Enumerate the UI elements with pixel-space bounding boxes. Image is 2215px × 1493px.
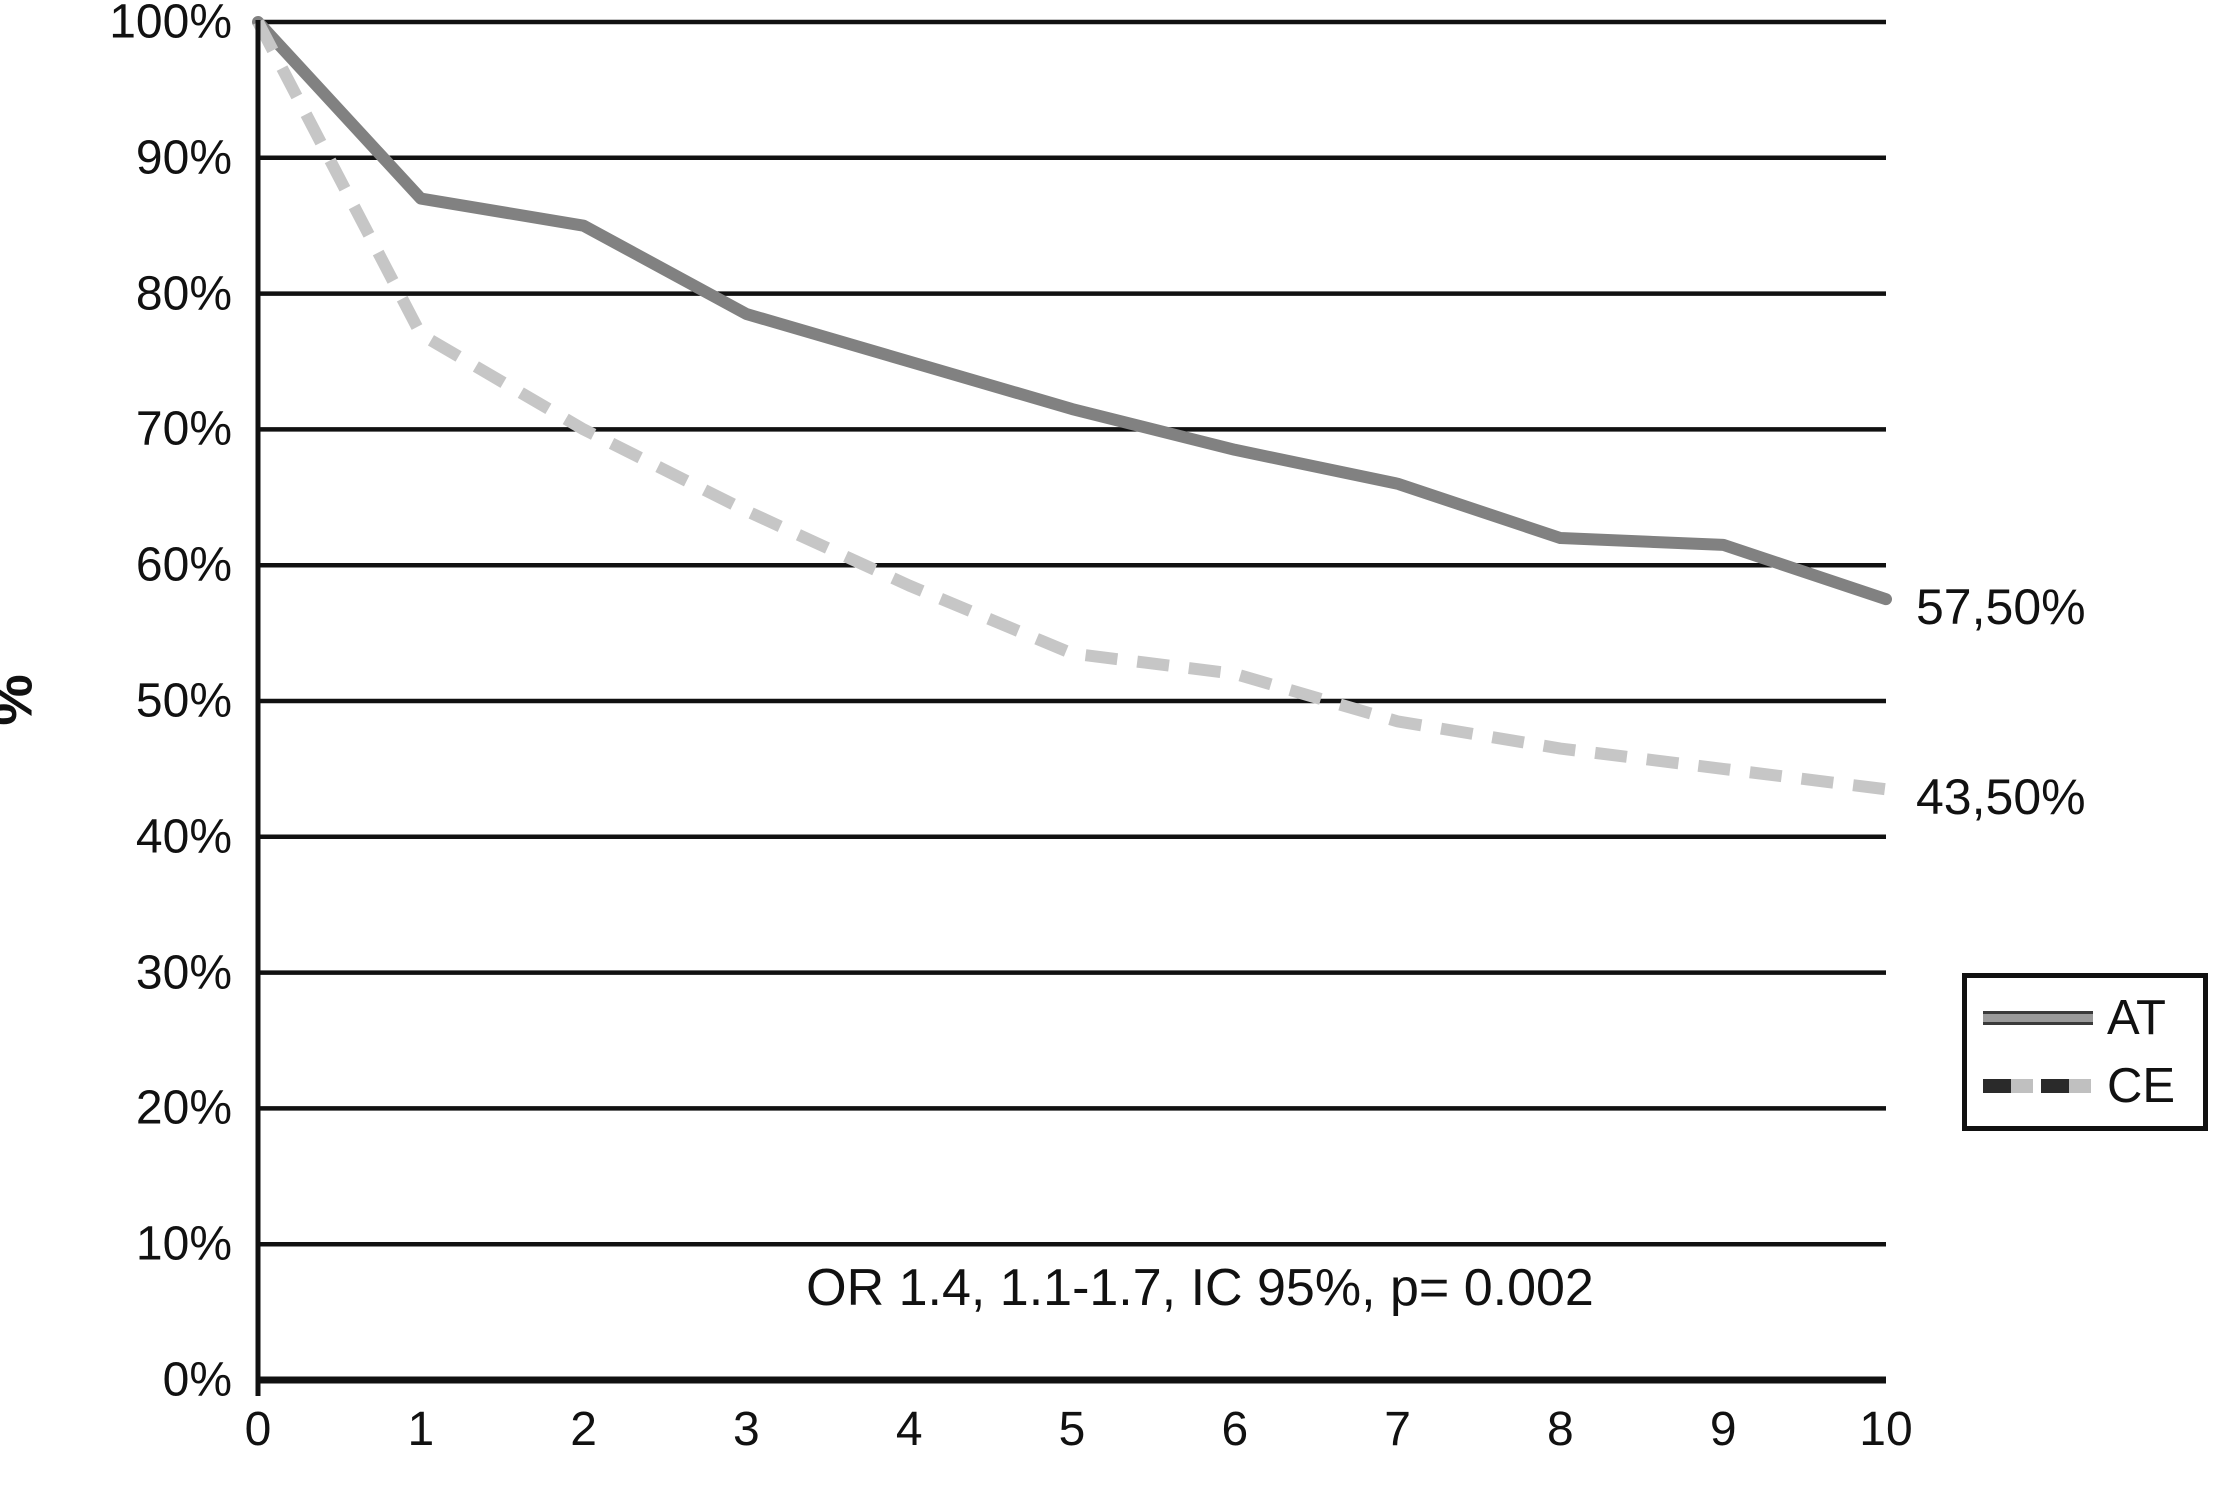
x-tick-label-3: 3 [733,1403,760,1456]
x-tick-label-9: 9 [1709,1403,1737,1456]
x-tick-label-7: 7 [1384,1403,1411,1456]
y-tick-label-70: 70% [135,402,232,456]
x-tick-label-2: 2 [570,1403,597,1456]
legend-label-at: AT [2107,991,2166,1045]
y-tick-label-0: 0% [162,1353,232,1407]
legend-box: AT CE [1962,973,2208,1131]
legend-label-ce: CE [2107,1059,2176,1113]
y-tick-label-10: 10% [135,1217,232,1271]
legend-item-at: AT [1983,990,2193,1046]
x-tick-label-8: 8 [1547,1403,1574,1456]
legend-solid-line-sample [1983,1011,2093,1025]
y-tick-label-100: 100% [109,0,232,49]
x-tick-label-4: 4 [895,1403,923,1456]
x-tick-label-5: 5 [1058,1403,1086,1456]
end-label-ce: 43,50% [1916,769,2086,826]
x-tick-label-6: 6 [1221,1403,1249,1456]
legend-dashed-line-sample [1983,1079,2093,1093]
y-tick-label-40: 40% [135,810,232,864]
end-label-at: 57,50% [1916,579,2086,636]
series-line-ce [252,19,1887,796]
x-tick-label-0: 0 [244,1403,272,1456]
y-tick-label-90: 90% [135,131,232,185]
annotation-text: OR 1.4, 1.1-1.7, IC 95%, p= 0.002 [806,1259,1594,1317]
y-tick-label-30: 30% [135,946,232,1000]
legend-item-ce: CE [1983,1058,2193,1114]
y-tick-label-20: 20% [135,1081,232,1135]
x-tick-label-10: 10 [1859,1403,1913,1456]
x-tick-label-1: 1 [407,1403,435,1456]
y-tick-label-80: 80% [135,267,232,321]
series-line-at [252,16,1892,606]
y-tick-label-50: 50% [135,674,232,728]
y-tick-label-60: 60% [135,538,232,592]
